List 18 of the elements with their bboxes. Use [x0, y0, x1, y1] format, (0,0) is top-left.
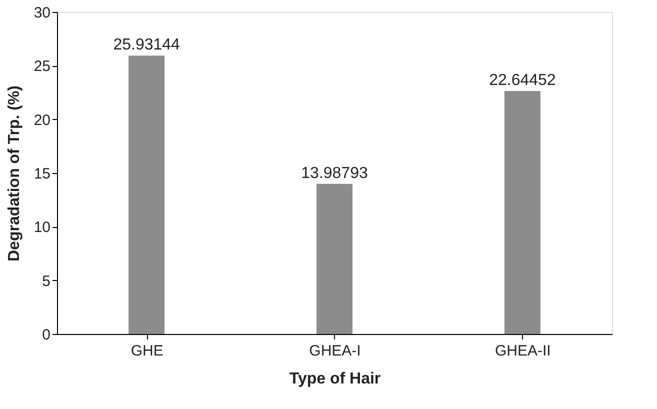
data-label: 13.98793 — [301, 164, 368, 182]
data-label: 25.93144 — [113, 36, 180, 54]
y-tick-label: 25 — [34, 58, 50, 76]
x-tick-label: GHEA-I — [309, 342, 361, 360]
y-tick-label: 10 — [34, 219, 50, 236]
x-axis-title: Type of Hair — [289, 370, 381, 388]
y-axis-title: Degradation of Trp. (%) — [6, 86, 23, 262]
bar — [128, 56, 165, 334]
x-tick-label: GHEA-II — [495, 342, 551, 360]
x-tick-label: GHE — [130, 342, 164, 360]
bar — [504, 90, 540, 334]
y-tick-label: 5 — [42, 272, 50, 290]
y-tick-label: 20 — [34, 112, 50, 129]
bar — [316, 184, 352, 334]
y-tick-label: 15 — [34, 166, 50, 182]
y-tick-label: 0 — [42, 326, 50, 344]
y-tick-label: 30 — [34, 4, 50, 22]
data-label: 22.64452 — [489, 72, 556, 89]
